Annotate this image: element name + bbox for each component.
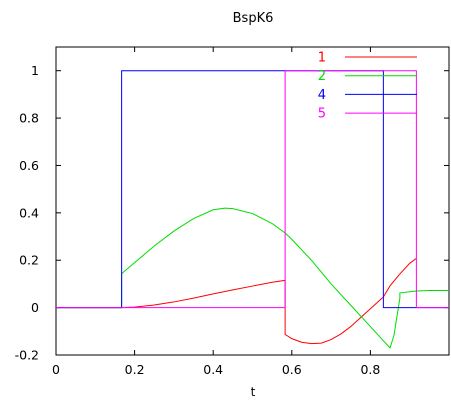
x-axis: 0 0.2 0.4 0.6 0.8 [52, 47, 380, 377]
legend: 1 2 4 5 [318, 51, 417, 122]
series-line-1 [56, 257, 417, 345]
chart-title: BspK6 [233, 11, 274, 26]
plot-border [55, 46, 450, 356]
plot-area [55, 46, 450, 356]
y-tick-label: 0.8 [19, 111, 39, 126]
y-tick-label: 1 [31, 63, 39, 78]
y-tick-label: -0.2 [15, 348, 39, 363]
x-tick-label: 0.4 [203, 362, 223, 377]
series-layer [56, 70, 449, 349]
legend-label-5: 5 [318, 107, 326, 122]
x-tick-label: 0.2 [125, 362, 145, 377]
x-tick-label: 0 [52, 362, 60, 377]
y-tick-label: 0 [31, 300, 39, 315]
y-tick-label: 0.6 [19, 158, 39, 173]
x-tick-label: 0.6 [282, 362, 302, 377]
legend-label-2: 2 [318, 69, 326, 84]
x-tick-label: 0.8 [360, 362, 380, 377]
legend-label-1: 1 [318, 51, 326, 66]
y-axis: -0.2 0 0.2 0.4 0.6 0.8 1 [15, 63, 449, 363]
y-tick-label: 0.2 [19, 253, 39, 268]
y-tick-label: 0.4 [19, 205, 39, 220]
x-axis-label: t [251, 385, 256, 399]
legend-label-4: 4 [318, 88, 326, 103]
series-line-5 [56, 70, 449, 309]
series-line-2 [56, 207, 449, 349]
